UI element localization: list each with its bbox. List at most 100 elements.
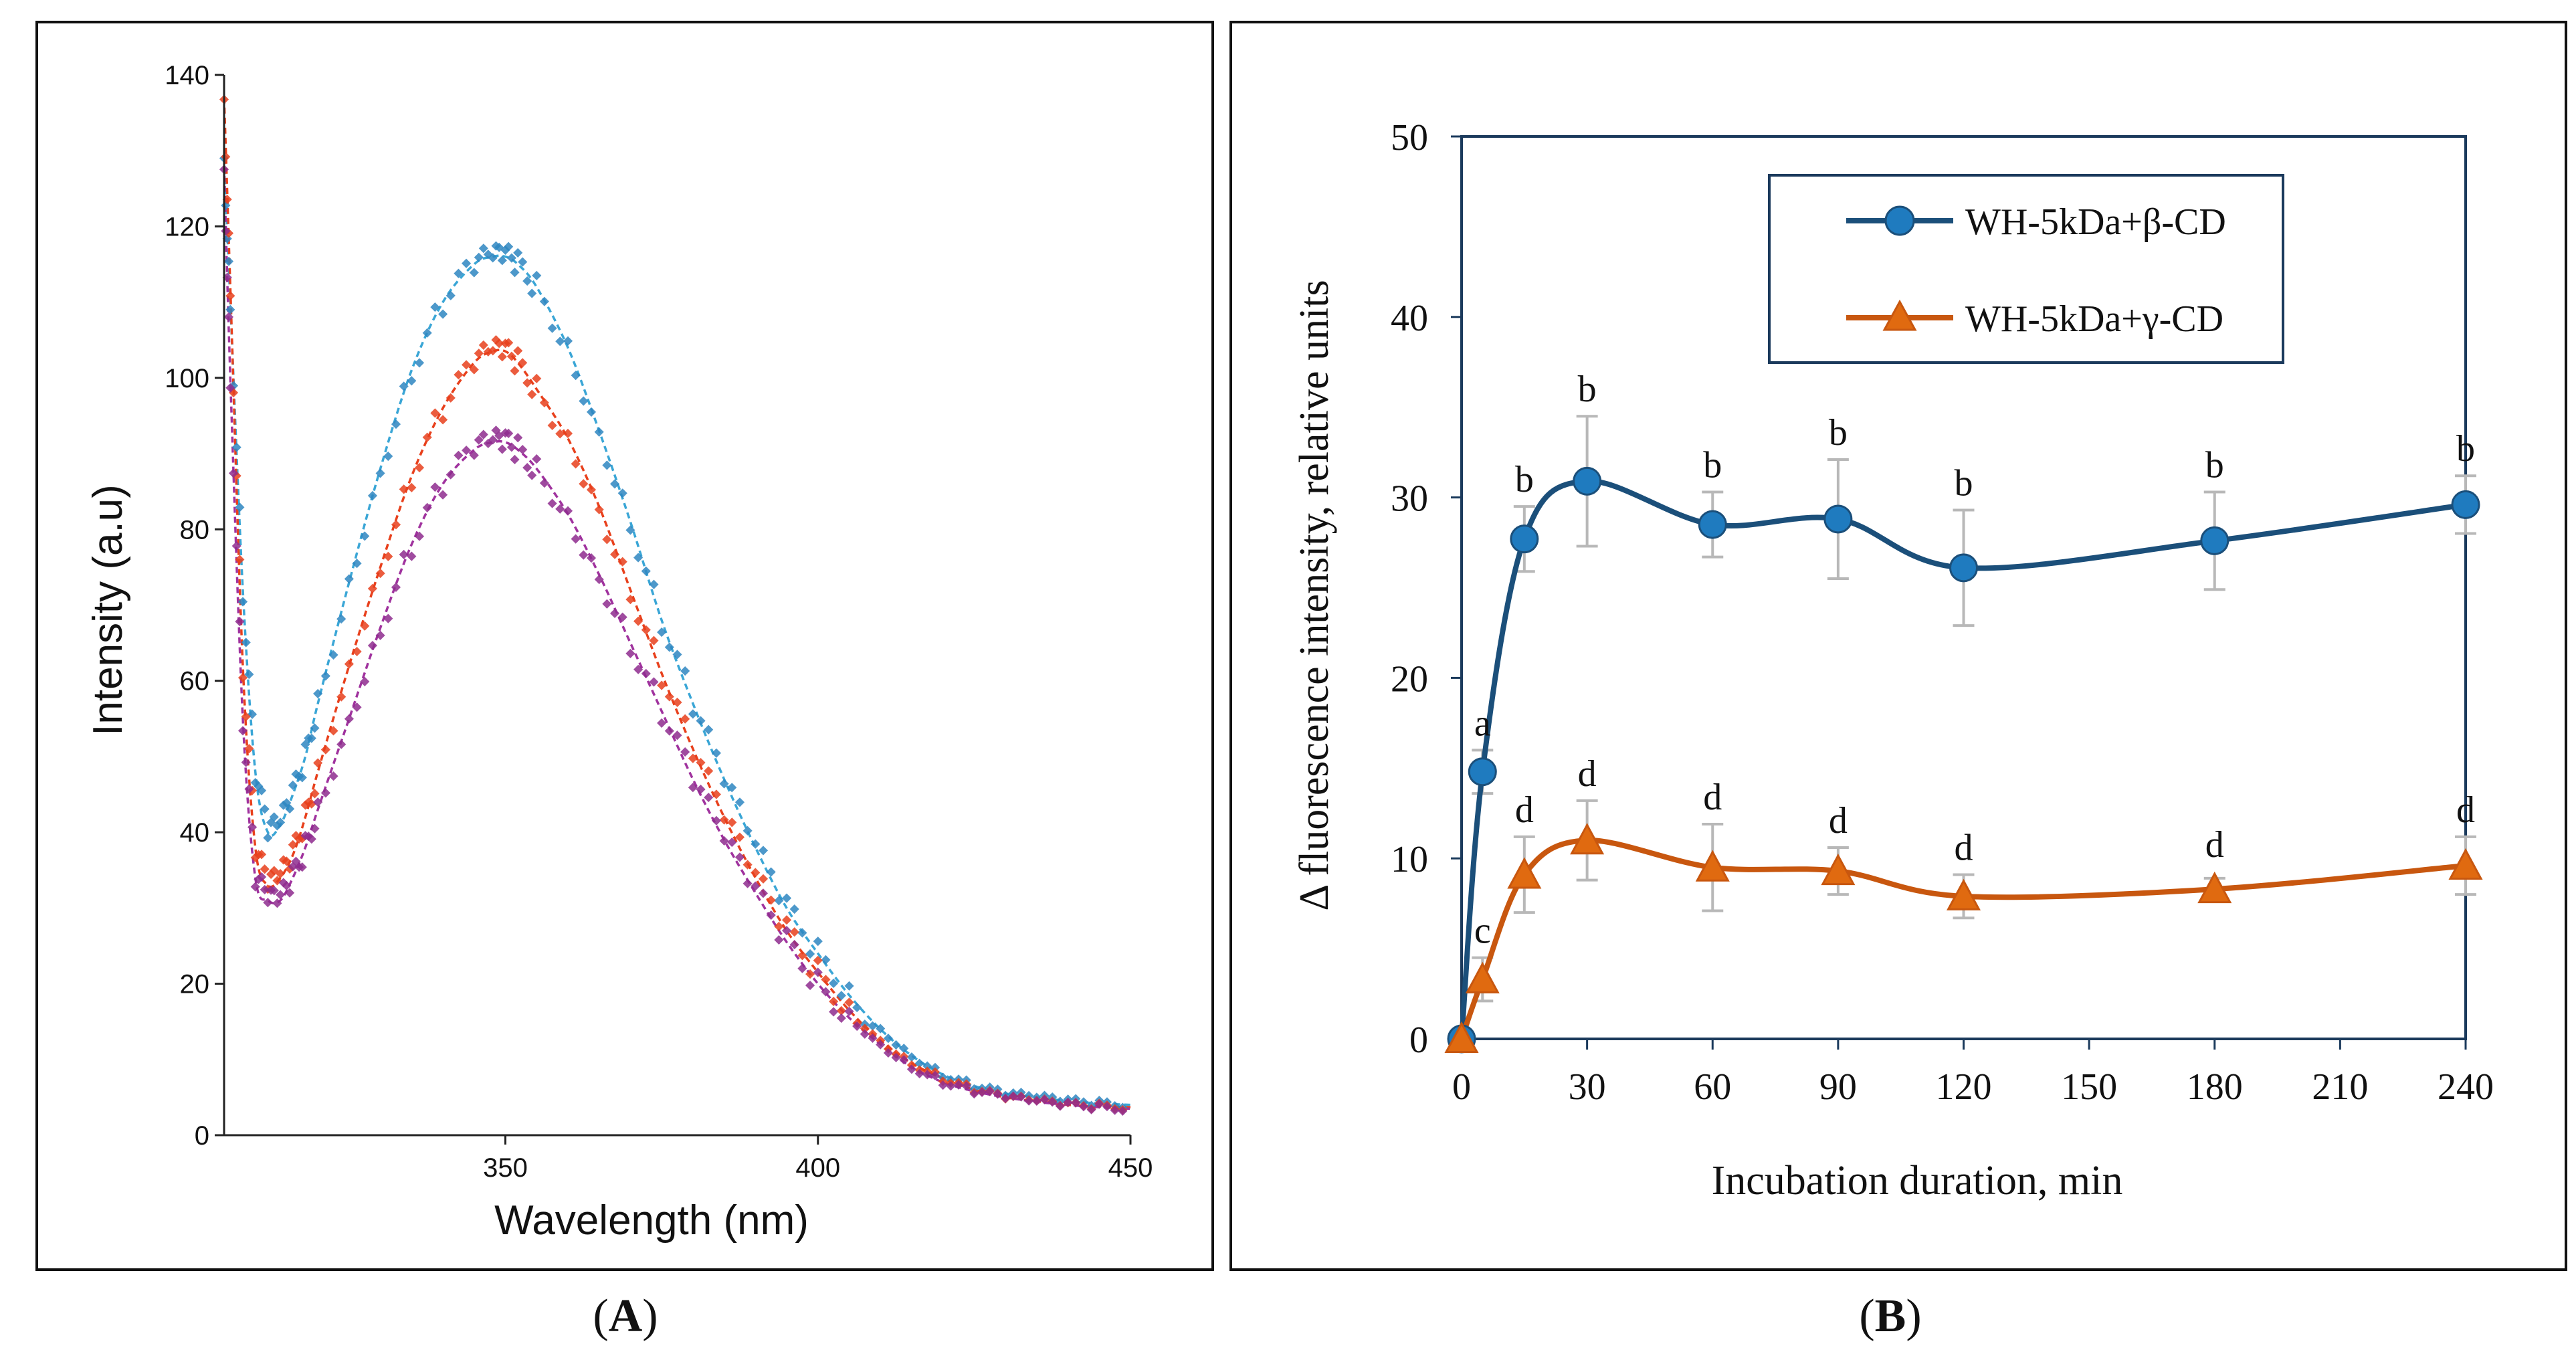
panel-b-point-beta-cd (2451, 490, 2480, 519)
panel-a-data-point (328, 650, 338, 660)
panel-a-data-point (272, 898, 282, 908)
panel-a-data-point (742, 860, 753, 870)
panel-a-data-point (781, 893, 792, 903)
panel-a-data-point (813, 937, 823, 947)
panel-a-data-point (704, 724, 714, 735)
panel-a-data-point (513, 248, 523, 258)
panel-a-data-point (649, 579, 659, 589)
panel-a-data-point (522, 463, 532, 473)
panel-b-point-gamma-cd (1946, 878, 1981, 910)
panel-a-points-red (219, 94, 1128, 1115)
panel-a-data-point (813, 955, 823, 965)
panel-a-data-point (497, 256, 507, 266)
panel-a-data-point (821, 975, 831, 985)
panel-b-significance-letter: d (1829, 800, 1848, 842)
panel-a-x-tick-label: 350 (483, 1153, 528, 1183)
panel-a-data-point (344, 574, 354, 584)
panel-a-data-point (1094, 1099, 1104, 1109)
panel-a-data-point (906, 1052, 916, 1062)
panel-a-points-blue (219, 153, 1128, 1112)
panel-a-data-point (617, 612, 627, 622)
panel-a-data-point (320, 745, 330, 755)
panel-a-data-point (367, 490, 378, 501)
panel-a-data-point (711, 815, 721, 825)
panel-a-data-point (938, 1080, 948, 1090)
panel-a-data-point (414, 531, 425, 541)
panel-a-data-point (1063, 1097, 1073, 1108)
panel-a-data-point (719, 779, 729, 789)
panel-a-data-point (407, 551, 417, 561)
panel-a-data-point (1001, 1093, 1011, 1104)
panel-a-data-point (237, 597, 248, 607)
panel-a-data-point (375, 468, 385, 478)
panel-a-data-point (269, 886, 279, 896)
panel-a-data-point (328, 771, 338, 781)
panel-a-data-point (829, 997, 839, 1007)
panel-a-data-point (1055, 1101, 1065, 1111)
panel-a-frame (35, 21, 1214, 1271)
panel-b-significance-letter: a (1474, 702, 1491, 744)
panel-a-data-point (829, 978, 839, 989)
panel-a-data-point (478, 243, 488, 254)
panel-b-x-tick-label: 150 (2061, 1066, 2117, 1108)
panel-b-y-tick-label: 10 (1391, 839, 1428, 880)
panel-a-data-point (766, 910, 776, 920)
panel-a-data-point (375, 569, 385, 579)
panel-a-data-point (774, 896, 784, 906)
panel-a-data-point (829, 1007, 839, 1017)
panel-a-data-point (844, 981, 854, 991)
panel-a-data-point (1016, 1092, 1026, 1102)
panel-a-data-point (836, 1005, 846, 1016)
panel-b-y-tick-label: 20 (1391, 658, 1428, 700)
panel-a-data-point (922, 1061, 932, 1071)
panel-a-data-point (360, 531, 370, 541)
panel-b-point-gamma-cd (1444, 1021, 1479, 1054)
panel-b-significance-letter: b (1515, 459, 1534, 500)
panel-a-data-point (711, 748, 721, 758)
panel-a-data-point (469, 268, 479, 278)
panel-a-data-point (844, 997, 854, 1007)
panel-b-x-axis-title: Incubation duration, min (1712, 1158, 2123, 1203)
panel-b-significance-letter: d (1703, 777, 1722, 818)
panel-a-data-point (852, 1021, 862, 1032)
panel-a-data-point (1031, 1096, 1042, 1106)
panel-a-data-point (821, 955, 831, 965)
panel-a: 0 20 40 60 80 100 120 140 350 400 450 Wavelength … (35, 21, 1214, 1271)
panel-a-data-point (704, 793, 714, 803)
panel-a-data-point (276, 890, 286, 900)
panel-a-data-point (633, 553, 643, 563)
panel-a-data-point (231, 442, 241, 452)
panel-a-data-point (297, 773, 307, 783)
legend-box (1768, 174, 2284, 364)
panel-a-data-point (1110, 1105, 1120, 1115)
panel-b-line-series-1 (1459, 838, 2466, 1040)
panel-b-significance-letter: b (2205, 445, 2224, 486)
panel-a-data-point (680, 666, 690, 676)
panel-a-data-point (891, 1040, 901, 1050)
panel-a-data-point (922, 1070, 932, 1080)
panel-a-data-point (360, 676, 370, 686)
panel-a-data-point (774, 921, 784, 932)
panel-a-data-point (680, 714, 690, 724)
panel-a-x-tick-label: 400 (795, 1153, 840, 1183)
panel-b: 0 10 20 30 40 50 0 30 60 90 120 150 180 210 240 a b b b b… (1229, 21, 2567, 1271)
panel-a-data-point (225, 291, 235, 301)
panel-a-data-point (532, 454, 542, 464)
panel-a-data-point (510, 454, 520, 465)
panel-a-data-point (367, 583, 377, 593)
panel-a-y-tick-label: 120 (165, 212, 209, 241)
panel-a-data-point (797, 963, 807, 973)
panel-a-data-point (454, 450, 464, 460)
panel-a-data-point (399, 381, 409, 391)
panel-a-data-point (680, 747, 690, 757)
panel-a-data-point (579, 396, 589, 406)
panel-a-data-point (727, 817, 737, 827)
panel-b-x-tick-label: 210 (2312, 1066, 2368, 1108)
panel-a-data-point (876, 1023, 886, 1034)
panel-b-significance-letter: d (1955, 827, 1973, 868)
panel-a-data-point (641, 625, 651, 635)
panel-b-significance-letter: b (1578, 369, 1597, 410)
panel-a-data-point (555, 504, 565, 514)
panel-b-point-beta-cd (1698, 510, 1727, 539)
panel-a-y-tick-label: 60 (180, 667, 210, 696)
